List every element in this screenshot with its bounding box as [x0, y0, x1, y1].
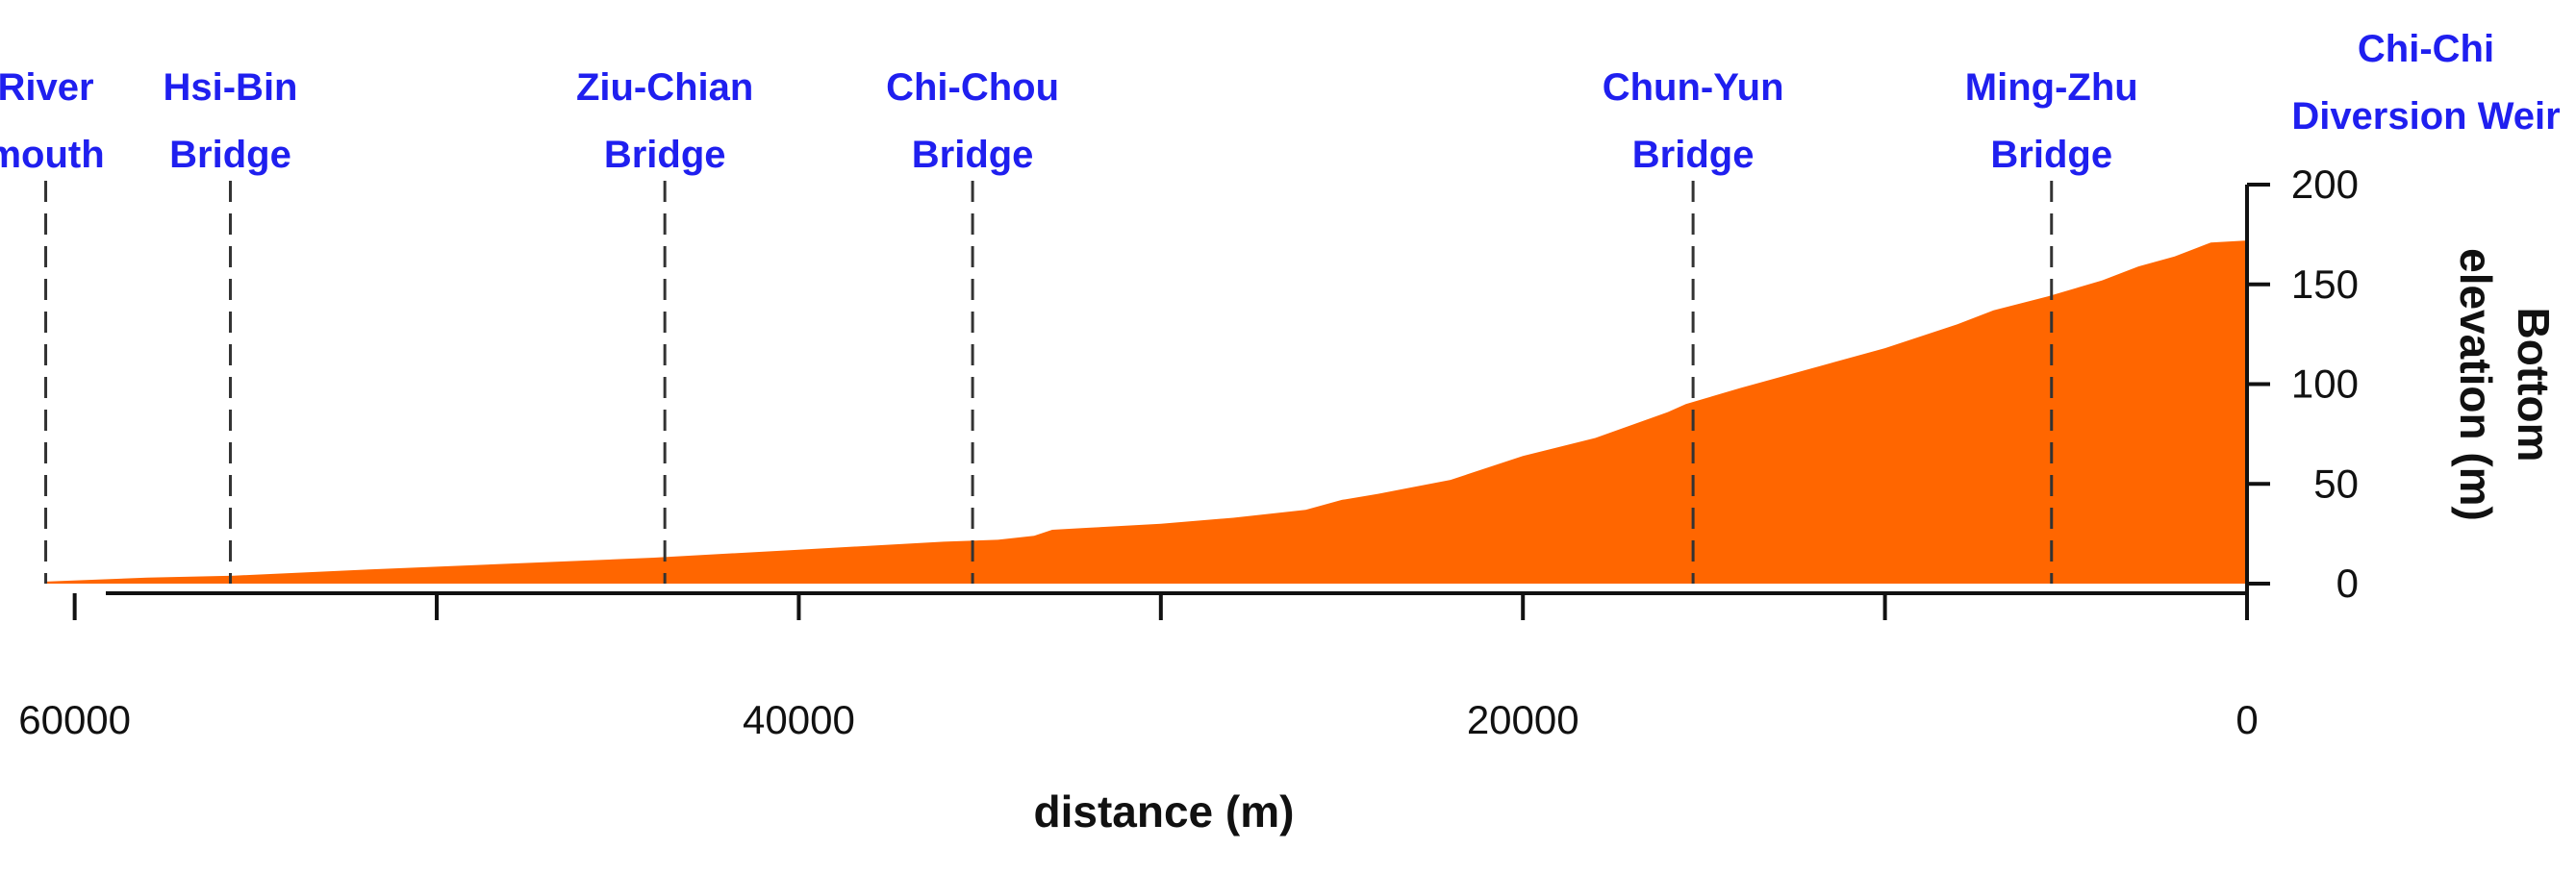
x-tick-label-3: 0 — [2235, 697, 2258, 742]
location-reference-lines — [44, 181, 2054, 584]
location-label-0-line-1: mouth — [0, 134, 105, 176]
x-axis: 60000 40000 20000 0 — [18, 591, 2259, 742]
location-labels: River mouth Hsi-Bin Bridge Ziu-Chian Bridge Ch… — [0, 28, 2561, 176]
x-tick-label-2: 20000 — [1467, 697, 1579, 742]
location-label-2-line-0: Ziu-Chian — [576, 66, 753, 109]
location-label-3-line-1: Bridge — [912, 134, 1034, 176]
y-tick-label-2: 100 — [2291, 362, 2359, 407]
y-axis-title-line-1: elevation (m) — [2451, 248, 2501, 521]
y-tick-label-1: 50 — [2313, 461, 2359, 506]
location-label-5-line-0: Ming-Zhu — [1965, 66, 2138, 109]
location-label-4-line-1: Bridge — [1632, 134, 1755, 176]
y-axis-title-line-0: Bottom — [2509, 308, 2559, 462]
y-tick-label-3: 150 — [2291, 262, 2359, 307]
bottom-elevation-area — [45, 240, 2247, 584]
y-axis: 0 50 100 150 200 — [2245, 162, 2359, 606]
location-label-0-line-0: River — [0, 66, 94, 109]
y-tick-label-4: 200 — [2291, 162, 2359, 207]
location-label-1-line-0: Hsi-Bin — [163, 66, 297, 109]
x-tick-label-0: 60000 — [18, 697, 131, 742]
location-label-6-line-1: Diversion Weir — [2291, 95, 2560, 137]
location-label-3-line-0: Chi-Chou — [886, 66, 1059, 109]
location-label-2-line-1: Bridge — [604, 134, 726, 176]
x-tick-label-1: 40000 — [743, 697, 855, 742]
y-axis-title: Bottomelevation (m) — [2451, 248, 2559, 521]
location-label-4-line-0: Chun-Yun — [1603, 66, 1784, 109]
y-tick-label-0: 0 — [2336, 561, 2359, 606]
x-axis-title: distance (m) — [1034, 787, 1295, 837]
location-label-5-line-1: Bridge — [1990, 134, 2112, 176]
location-label-1-line-1: Bridge — [169, 134, 291, 176]
location-label-6-line-0: Chi-Chi — [2358, 28, 2494, 70]
